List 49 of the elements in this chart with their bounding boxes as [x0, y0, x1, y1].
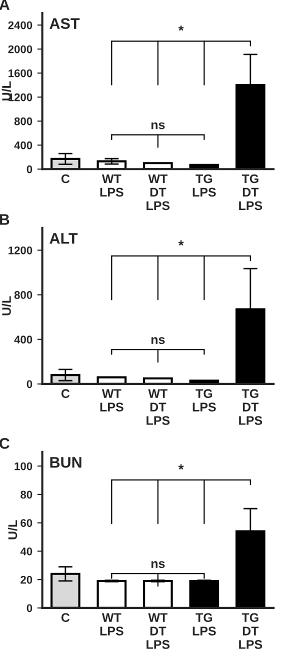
y-tick-label: 1200: [8, 93, 32, 102]
y-tick-label: 0: [26, 165, 32, 174]
y-tick-label: 800: [14, 291, 32, 299]
y-axis-title: U/L: [8, 520, 18, 540]
y-tick-label: 1600: [8, 69, 32, 78]
chart-title: BUN: [50, 457, 82, 468]
annotation: *: [178, 26, 184, 31]
bar: [96, 580, 127, 608]
x-tick-label: TG LPS: [192, 389, 216, 412]
annotation: ns: [151, 337, 165, 344]
x-tick-label: C: [61, 389, 70, 398]
x-tick-label: WT DT LPS: [146, 389, 170, 425]
y-tick-label: 0: [26, 604, 32, 612]
x-tick-label: TG LPS: [192, 174, 216, 197]
x-tick-label: WT DT LPS: [146, 613, 170, 649]
x-tick-label: TG DT LPS: [239, 613, 262, 649]
y-tick-label: 2400: [8, 21, 32, 30]
y-tick-label: 800: [14, 117, 32, 126]
x-tick-label: TG DT LPS: [239, 174, 262, 210]
y-tick-label: 80: [20, 490, 32, 499]
x-tick-label: C: [61, 613, 70, 622]
x-tick-label: TG DT LPS: [239, 389, 262, 425]
annotation: *: [178, 240, 184, 246]
y-tick-label: 0: [26, 380, 32, 388]
text: C: [0, 438, 10, 449]
y-tick-label: 100: [14, 462, 32, 470]
y-tick-label: 1200: [8, 246, 32, 254]
annotation: ns: [151, 561, 165, 568]
text: B: [0, 214, 10, 225]
y-tick-label: 2000: [8, 45, 32, 54]
chart-title: AST: [50, 18, 80, 29]
x-tick-label: WT LPS: [100, 389, 124, 412]
annotation: *: [178, 464, 184, 470]
x-tick-label: WT LPS: [100, 174, 124, 197]
y-tick-label: 60: [20, 519, 32, 527]
bar: [96, 376, 127, 384]
chart-title: ALT: [50, 233, 78, 244]
x-tick-label: C: [61, 174, 70, 184]
y-tick-label: 400: [14, 141, 32, 150]
annotation: ns: [151, 122, 165, 130]
x-tick-label: WT DT LPS: [146, 174, 170, 210]
y-axis-title: U/L: [2, 296, 12, 316]
y-tick-label: 40: [20, 547, 32, 556]
y-axis-title: U/L: [2, 81, 12, 100]
x-tick-label: TG LPS: [192, 613, 216, 636]
x-tick-label: WT LPS: [100, 613, 124, 636]
bar: [189, 580, 220, 608]
y-tick-label: 20: [20, 576, 32, 584]
y-tick-label: 400: [14, 336, 32, 344]
